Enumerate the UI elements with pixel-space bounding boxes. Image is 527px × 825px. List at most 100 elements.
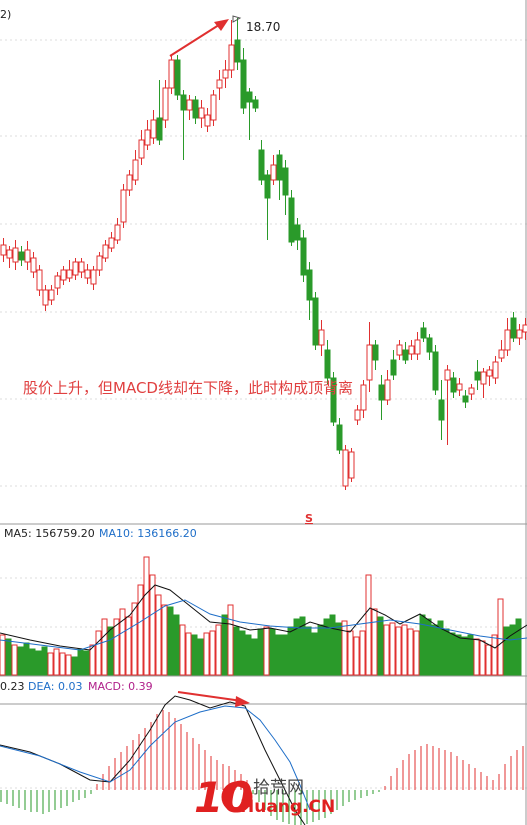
volume-bar [257,628,264,676]
candle [522,318,527,340]
volume-bar [287,626,294,676]
volume-bar [197,638,204,676]
candlesticks [0,18,527,490]
candle [120,184,127,228]
candle [60,266,67,285]
volume-bar [41,646,48,676]
volume-bar [461,636,468,676]
candle [30,252,37,278]
candle [492,356,499,384]
volume-bar [365,574,372,676]
volume-bar [251,638,258,676]
volume-bar [233,626,240,676]
candle [126,170,133,196]
candle [288,190,295,246]
candle [228,20,235,78]
volume-bar [131,602,138,676]
candle [486,366,493,386]
candle [12,240,19,270]
candle [360,380,367,418]
candle [168,55,175,94]
volume-bar [479,640,486,676]
candle [6,246,13,268]
candle [270,155,277,185]
candle [48,285,55,305]
candle [468,384,475,400]
candle [408,340,415,360]
volume-bar [335,622,342,676]
macd-dea-legend: DEA: 0.03 [28,680,82,693]
candle [504,318,511,356]
volume-bar [65,654,72,676]
candle [150,110,157,144]
volume-bar [101,618,108,676]
volume-bar [179,624,186,676]
peak-marker [232,15,242,23]
volume-bar [167,606,174,676]
candle [366,322,373,392]
volume-bar [269,628,276,676]
volume-bar [47,652,54,676]
volume-bar [329,614,336,676]
candle [144,120,151,150]
candle [426,334,433,360]
candle [456,378,463,396]
candle [378,375,385,420]
volume-bar [353,636,360,676]
volume-bar [155,594,162,676]
volume-bar [221,614,228,676]
candle [258,140,265,185]
volume-bar [503,626,510,676]
volume-bar [263,626,270,676]
candle [402,342,409,364]
macd-histogram-legend: MACD: 0.39 [88,680,153,693]
macd-trend-arrow [177,691,250,707]
volume-bar [293,618,300,676]
candle [78,258,85,278]
candle [90,266,97,290]
volume-bar [161,604,168,676]
candle [264,170,271,240]
volume-bar [485,644,492,676]
volume-bar [53,648,60,676]
volume-bar [467,634,474,676]
volume-bar [425,618,432,676]
candle [96,252,103,276]
candle [186,95,193,120]
volume-bar [413,630,420,676]
candle [474,360,481,390]
candle [180,90,187,160]
price-panel-corner-label: 2) [0,8,11,21]
candle [330,372,337,426]
volume-bar [383,624,390,676]
candle [318,320,325,356]
watermark-domain: Huang.CN [240,797,335,817]
candle [384,370,391,405]
volume-bar [95,630,102,676]
candle [198,100,205,128]
volume-bar [107,626,114,676]
candle [324,340,331,384]
volume-bar [227,604,234,676]
candle [390,350,397,380]
volume-bar [17,646,24,676]
volume-bar [239,630,246,676]
volume-bar [281,634,288,676]
candle [66,260,73,282]
volume-bar [35,650,42,676]
volume-bar [173,614,180,676]
volume-bar [359,630,366,676]
volume-bar [11,644,18,676]
volume-bar [341,620,348,676]
candle [348,448,355,482]
volume-bar [323,618,330,676]
candle [396,340,403,360]
candle [438,380,445,440]
candle [72,258,79,280]
volume-bar [311,632,318,676]
volume-bar [245,634,252,676]
candle [222,60,229,88]
candle [18,246,25,266]
